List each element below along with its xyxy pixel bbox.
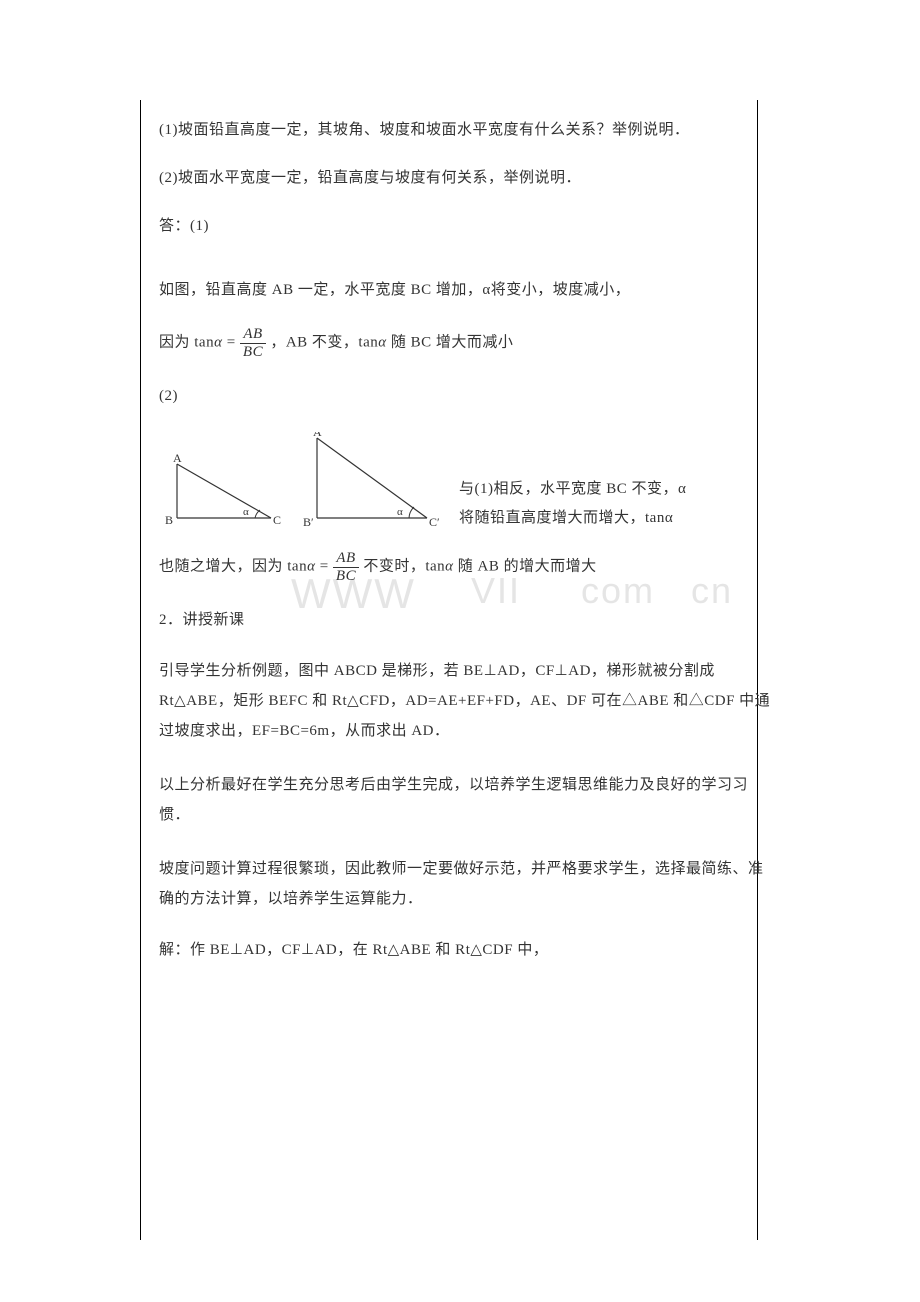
- frac-den-2: BC: [333, 568, 359, 585]
- para-7: 解：作 BE⊥AD，CF⊥AD，在 Rt△ABE 和 Rt△CDF 中，: [159, 938, 772, 962]
- p2a: 因为 tan: [159, 334, 214, 350]
- p3a: 也随之增大，因为 tan: [159, 558, 307, 574]
- p2c: 随 BC 增大而减小: [387, 334, 514, 350]
- content-box: WWW VII com cn (1)坡面铅直高度一定，其坡角、坡度和坡面水平宽度…: [140, 100, 800, 1240]
- diagram-text: 与(1)相反，水平宽度 BC 不变，α 将随铅直高度增大而增大，tanα: [449, 475, 772, 532]
- para-3: 也随之增大，因为 tanα = ABBC 不变时，tanα 随 AB 的增大而增…: [159, 550, 772, 584]
- para-6: 坡度问题计算过程很繁琐，因此教师一定要做好示范，并严格要求学生，选择最简练、准确…: [159, 854, 772, 914]
- para-2: 因为 tanα = ABBC ，AB 不变，tanα 随 BC 增大而减小: [159, 326, 772, 360]
- fraction-2: ABBC: [333, 550, 359, 584]
- label-A1: A: [173, 452, 182, 465]
- heading-2: 2．讲授新课: [159, 608, 772, 632]
- fraction-1: ABBC: [240, 326, 266, 360]
- p3b: 不变时，tan: [359, 558, 445, 574]
- content-inner: (1)坡面铅直高度一定，其坡角、坡度和坡面水平宽度有什么关系？举例说明． (2)…: [159, 118, 772, 962]
- frac-num-2: AB: [333, 550, 359, 568]
- label-alpha1: α: [243, 506, 249, 518]
- para-4: 引导学生分析例题，图中 ABCD 是梯形，若 BE⊥AD，CF⊥AD，梯形就被分…: [159, 656, 772, 746]
- question-1: (1)坡面铅直高度一定，其坡角、坡度和坡面水平宽度有什么关系？举例说明．: [159, 118, 772, 142]
- p2b: ，AB 不变，tan: [266, 334, 378, 350]
- triangle-diagram-2: A′ B′ C′ α: [289, 432, 449, 532]
- answer-label: 答：(1): [159, 214, 772, 238]
- label-B2: B′: [303, 515, 314, 529]
- p3a2: =: [315, 558, 332, 574]
- para-1: 如图，铅直高度 AB 一定，水平宽度 BC 增加，α将变小，坡度减小，: [159, 278, 772, 302]
- label-alpha2: α: [397, 506, 403, 518]
- eq-1: =: [222, 334, 239, 350]
- page: WWW VII com cn (1)坡面铅直高度一定，其坡角、坡度和坡面水平宽度…: [0, 0, 920, 1302]
- para-5: 以上分析最好在学生充分思考后由学生完成，以培养学生逻辑思维能力及良好的学习习惯．: [159, 770, 772, 830]
- triangle-diagram-1: A B C α: [159, 452, 289, 532]
- question-2: (2)坡面水平宽度一定，铅直高度与坡度有何关系，举例说明．: [159, 166, 772, 190]
- label-A2: A′: [313, 432, 325, 439]
- label-C1: C: [273, 513, 281, 527]
- frac-den-1: BC: [240, 344, 266, 361]
- diag-text-2: 将随铅直高度增大而增大，tanα: [459, 504, 772, 533]
- diag-text-1: 与(1)相反，水平宽度 BC 不变，α: [459, 475, 772, 504]
- answer-2-label: (2): [159, 384, 772, 408]
- label-B1: B: [165, 513, 173, 527]
- diagram-row: A B C α A′ B′ C′ α 与(1)相反，水平宽度 BC 不变，α: [159, 432, 772, 532]
- alpha-2: α: [378, 334, 386, 350]
- frac-num-1: AB: [240, 326, 266, 344]
- alpha-4: α: [445, 558, 453, 574]
- label-C2: C′: [429, 515, 440, 529]
- p3c: 随 AB 的增大而增大: [454, 558, 597, 574]
